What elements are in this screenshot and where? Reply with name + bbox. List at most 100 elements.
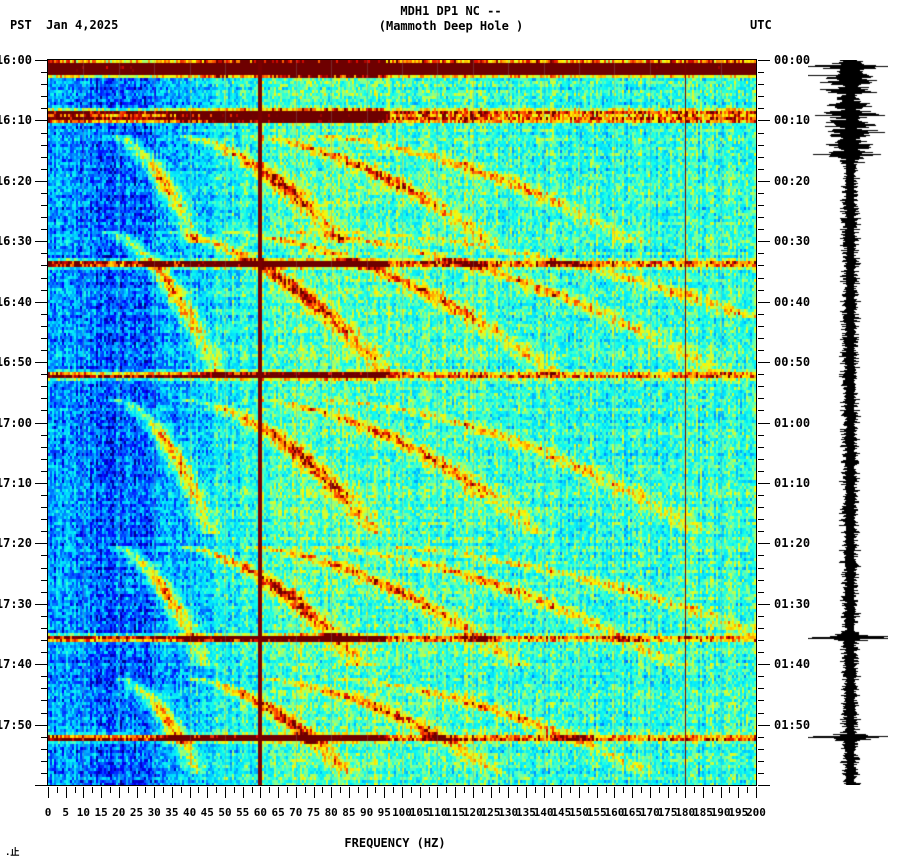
x-major-tick bbox=[579, 787, 580, 798]
x-minor-tick bbox=[729, 787, 730, 793]
plot-frame-right bbox=[756, 59, 757, 786]
y-minor-tick-right bbox=[758, 749, 764, 750]
y-major-tick-right bbox=[758, 543, 770, 544]
y-minor-tick-left bbox=[41, 592, 47, 593]
x-axis-label-50: 50 bbox=[218, 806, 232, 819]
y-minor-tick-left bbox=[41, 410, 47, 411]
x-major-tick bbox=[561, 787, 562, 798]
y-minor-tick-left bbox=[41, 676, 47, 677]
y-axis-label-utc-2: 00:20 bbox=[774, 173, 811, 188]
x-minor-tick bbox=[234, 787, 235, 793]
x-major-tick bbox=[119, 787, 120, 798]
y-major-tick-left bbox=[35, 543, 47, 544]
y-minor-tick-left bbox=[41, 640, 47, 641]
y-minor-tick-right bbox=[758, 205, 764, 206]
y-minor-tick-right bbox=[758, 133, 764, 134]
y-minor-tick-right bbox=[758, 193, 764, 194]
x-major-tick bbox=[402, 787, 403, 798]
y-minor-tick-right bbox=[758, 96, 764, 97]
x-major-tick bbox=[650, 787, 651, 798]
y-minor-tick-left bbox=[41, 773, 47, 774]
x-major-tick bbox=[668, 787, 669, 798]
x-minor-tick bbox=[411, 787, 412, 793]
plot-frame-left bbox=[47, 59, 48, 786]
y-axis-label-pst-9: 17:30 bbox=[0, 596, 32, 611]
y-axis-label-utc-4: 00:40 bbox=[774, 294, 811, 309]
x-axis-label-95: 95 bbox=[377, 806, 391, 819]
x-axis-label-110: 110 bbox=[427, 806, 448, 819]
x-axis-label-10: 10 bbox=[76, 806, 91, 819]
y-major-tick-left bbox=[35, 785, 47, 786]
x-major-tick bbox=[756, 787, 757, 798]
y-minor-tick-right bbox=[758, 435, 764, 436]
y-minor-tick-right bbox=[758, 314, 764, 315]
y-minor-tick-right bbox=[758, 568, 764, 569]
y-minor-tick-right bbox=[758, 447, 764, 448]
y-minor-tick-right bbox=[758, 229, 764, 230]
y-axis-label-utc-3: 00:30 bbox=[774, 234, 811, 249]
corner-artifact-glyph: .止 bbox=[5, 848, 20, 858]
x-axis-label-145: 145 bbox=[551, 806, 572, 819]
y-minor-tick-left bbox=[41, 568, 47, 569]
x-minor-tick bbox=[110, 787, 111, 793]
x-major-tick bbox=[685, 787, 686, 798]
x-axis-label-195: 195 bbox=[728, 806, 749, 819]
x-minor-tick bbox=[482, 787, 483, 793]
y-minor-tick-left bbox=[41, 688, 47, 689]
x-major-tick bbox=[207, 787, 208, 798]
x-minor-tick bbox=[181, 787, 182, 793]
y-axis-label-utc-11: 01:50 bbox=[774, 717, 811, 732]
x-minor-tick bbox=[588, 787, 589, 793]
x-minor-tick bbox=[198, 787, 199, 793]
x-major-tick bbox=[296, 787, 297, 798]
x-axis-label-70: 70 bbox=[289, 806, 303, 819]
x-axis-label-40: 40 bbox=[182, 806, 197, 819]
x-minor-tick bbox=[429, 787, 430, 793]
y-axis-label-pst-4: 16:40 bbox=[0, 294, 32, 309]
x-major-tick bbox=[597, 787, 598, 798]
x-minor-tick bbox=[393, 787, 394, 793]
y-minor-tick-right bbox=[758, 278, 764, 279]
x-axis-label-45: 45 bbox=[200, 806, 214, 819]
y-minor-tick-left bbox=[41, 193, 47, 194]
x-minor-tick bbox=[552, 787, 553, 793]
x-minor-tick bbox=[92, 787, 93, 793]
x-major-tick bbox=[738, 787, 739, 798]
x-major-tick bbox=[367, 787, 368, 798]
x-axis-label-140: 140 bbox=[533, 806, 554, 819]
x-minor-tick bbox=[606, 787, 607, 793]
x-minor-tick bbox=[694, 787, 695, 793]
x-major-tick bbox=[384, 787, 385, 798]
x-major-tick bbox=[66, 787, 67, 798]
pst-date-label: PST Jan 4,2025 bbox=[10, 18, 119, 32]
x-axis-label-20: 20 bbox=[112, 806, 126, 819]
y-minor-tick-right bbox=[758, 555, 764, 556]
y-minor-tick-left bbox=[41, 145, 47, 146]
y-axis-label-utc-5: 00:50 bbox=[774, 355, 811, 370]
x-minor-tick bbox=[676, 787, 677, 793]
y-minor-tick-right bbox=[758, 338, 764, 339]
y-minor-tick-left bbox=[41, 555, 47, 556]
y-axis-label-pst-3: 16:30 bbox=[0, 234, 32, 249]
x-axis-label-185: 185 bbox=[692, 806, 713, 819]
y-minor-tick-left bbox=[41, 761, 47, 762]
y-minor-tick-right bbox=[758, 471, 764, 472]
x-axis-label-55: 55 bbox=[236, 806, 250, 819]
y-minor-tick-right bbox=[758, 652, 764, 653]
x-axis-label-165: 165 bbox=[622, 806, 643, 819]
y-minor-tick-right bbox=[758, 253, 764, 254]
x-major-tick bbox=[420, 787, 421, 798]
y-minor-tick-right bbox=[758, 616, 764, 617]
y-minor-tick-left bbox=[41, 519, 47, 520]
x-axis-label-180: 180 bbox=[675, 806, 696, 819]
y-minor-tick-left bbox=[41, 386, 47, 387]
y-minor-tick-left bbox=[41, 229, 47, 230]
y-minor-tick-right bbox=[758, 531, 764, 532]
x-minor-tick bbox=[659, 787, 660, 793]
x-minor-tick bbox=[269, 787, 270, 793]
x-axis-label-65: 65 bbox=[271, 806, 285, 819]
x-minor-tick bbox=[499, 787, 500, 793]
y-major-tick-right bbox=[758, 423, 770, 424]
y-minor-tick-left bbox=[41, 713, 47, 714]
y-minor-tick-left bbox=[41, 157, 47, 158]
